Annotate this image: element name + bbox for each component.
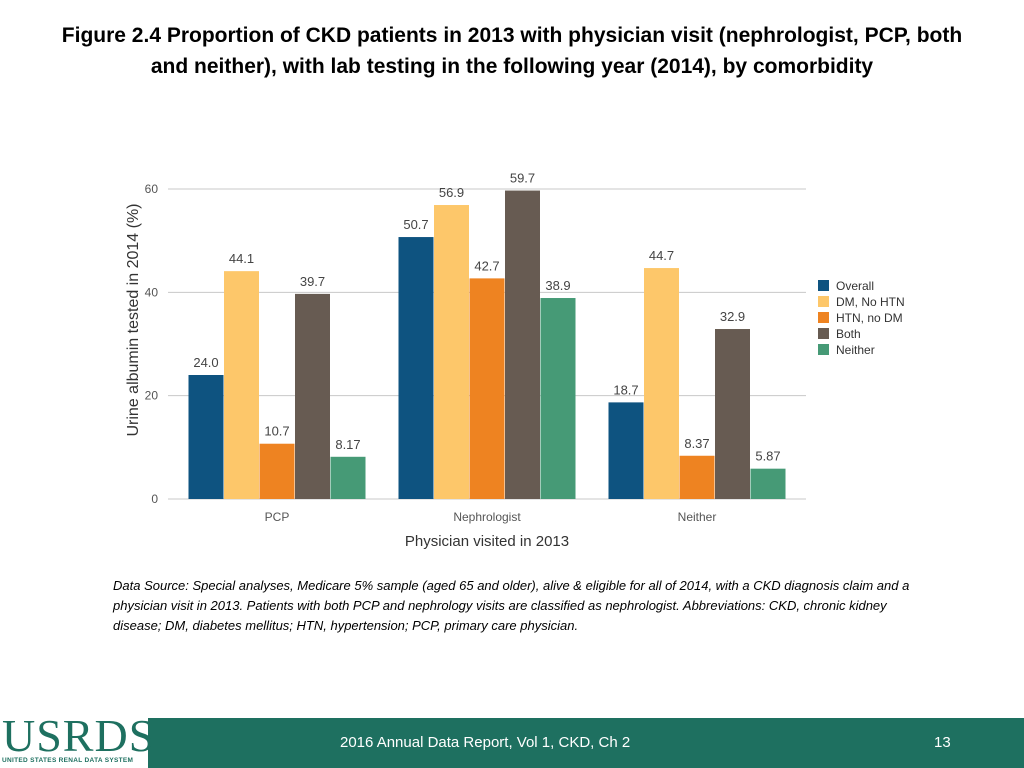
bar-data-label: 56.9	[439, 185, 464, 200]
page-number: 13	[934, 734, 951, 751]
y-axis-label: Urine albumin tested in 2014 (%)	[125, 203, 142, 436]
bar-data-label: 42.7	[474, 258, 499, 273]
footer-report-title: 2016 Annual Data Report, Vol 1, CKD, Ch …	[340, 734, 631, 751]
bar	[434, 205, 469, 499]
bar	[330, 456, 366, 499]
legend-swatch	[818, 280, 829, 291]
bar	[469, 278, 505, 499]
bar-data-label: 5.87	[755, 449, 780, 464]
x-tick-label: Neither	[678, 510, 717, 524]
bar-data-label: 39.7	[300, 274, 325, 289]
bar	[398, 237, 434, 500]
logo-subtitle: UNITED STATES RENAL DATA SYSTEM	[2, 757, 134, 764]
bar	[644, 268, 679, 499]
figure-title-line-2: and neither), with lab testing in the fo…	[150, 55, 874, 78]
legend-swatch	[818, 344, 829, 355]
x-axis-ticks: PCP Nephrologist Neither	[265, 510, 717, 524]
y-axis-ticks: 0 20 40 60	[145, 182, 159, 506]
bar-data-label: 44.1	[229, 251, 254, 266]
bar	[540, 298, 576, 499]
y-tick-label: 60	[145, 182, 159, 196]
bar	[750, 468, 786, 499]
bar	[505, 190, 540, 500]
y-tick-label: 40	[145, 285, 159, 299]
legend-label: Overall	[836, 279, 874, 293]
x-axis-label: Physician visited in 2013	[405, 533, 569, 550]
bar-data-labels: 24.0 44.1 10.7 39.7 8.17 50.7 56.9 42.7 59.7 38.9…	[193, 171, 780, 464]
logo-wordmark: USRDS	[2, 710, 156, 761]
bar-data-label: 38.9	[545, 278, 570, 293]
data-source-note: Data Source: Special analyses, Medicare …	[113, 578, 910, 633]
bar-data-label: 50.7	[403, 217, 428, 232]
bars	[188, 190, 786, 500]
legend-label: HTN, no DM	[836, 311, 903, 325]
bar	[259, 443, 295, 499]
figure-title: Figure 2.4 Proportion of CKD patients in…	[0, 20, 1024, 82]
bar	[188, 375, 224, 499]
legend-swatch	[818, 328, 829, 339]
bar-data-label: 8.37	[684, 436, 709, 451]
bar	[679, 455, 715, 499]
bar-data-label: 44.7	[649, 248, 674, 263]
bar-data-label: 8.17	[335, 437, 360, 452]
footer-bar	[0, 718, 1024, 768]
bar	[715, 329, 750, 499]
legend-swatch	[818, 312, 829, 323]
bar	[295, 293, 330, 499]
y-tick-label: 20	[145, 389, 159, 403]
bar-data-label: 32.9	[720, 309, 745, 324]
legend-label: Neither	[836, 343, 875, 357]
legend-label: Both	[836, 327, 861, 341]
bar-data-label: 18.7	[613, 382, 638, 397]
usrds-logo: USRDS UNITED STATES RENAL DATA SYSTEM	[0, 713, 154, 768]
legend-label: DM, No HTN	[836, 295, 905, 309]
bar	[608, 402, 644, 499]
bar-data-label: 24.0	[193, 355, 218, 370]
bar-chart: 0 20 40 60 24.0 44.1 10.7 39.7 8.17 50.7 56.9 42.7…	[125, 171, 905, 550]
figure-title-line-1: Figure 2.4 Proportion of CKD patients in…	[61, 24, 963, 47]
legend-swatch	[818, 296, 829, 307]
bar-data-label: 10.7	[264, 424, 289, 439]
x-tick-label: Nephrologist	[453, 510, 521, 524]
bar	[224, 271, 259, 499]
legend: Overall DM, No HTN HTN, no DM Both Neither	[818, 279, 905, 357]
bar-data-label: 59.7	[510, 171, 535, 186]
x-tick-label: PCP	[265, 510, 290, 524]
y-tick-label: 0	[151, 492, 158, 506]
